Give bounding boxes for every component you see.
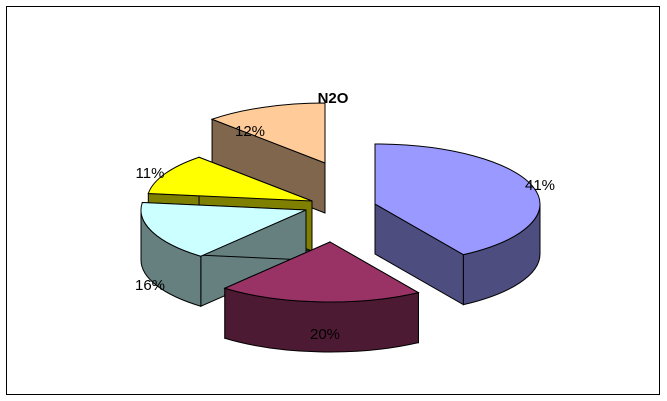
pie-slice-top — [140, 201, 307, 257]
pie-slice-12 — [210, 102, 326, 214]
pie-slice-top — [210, 102, 326, 164]
pie-data-label: 11% — [136, 165, 165, 182]
pie-data-label: 12% — [235, 123, 265, 140]
pie-slice-16 — [140, 201, 307, 307]
pie-slice-top — [147, 156, 313, 202]
pie-data-label: 20% — [310, 326, 340, 343]
pie-slices — [140, 102, 541, 353]
pie-labels: 41% 20% 16% 11% 12% — [135, 123, 555, 343]
pie-data-label: 41% — [525, 177, 555, 194]
pie-slice-top — [223, 241, 420, 303]
pie-slice-20 — [223, 241, 420, 353]
pie-slice-top — [374, 143, 541, 256]
pie-data-label: 16% — [135, 277, 165, 294]
pie-slice-41 — [374, 143, 541, 306]
